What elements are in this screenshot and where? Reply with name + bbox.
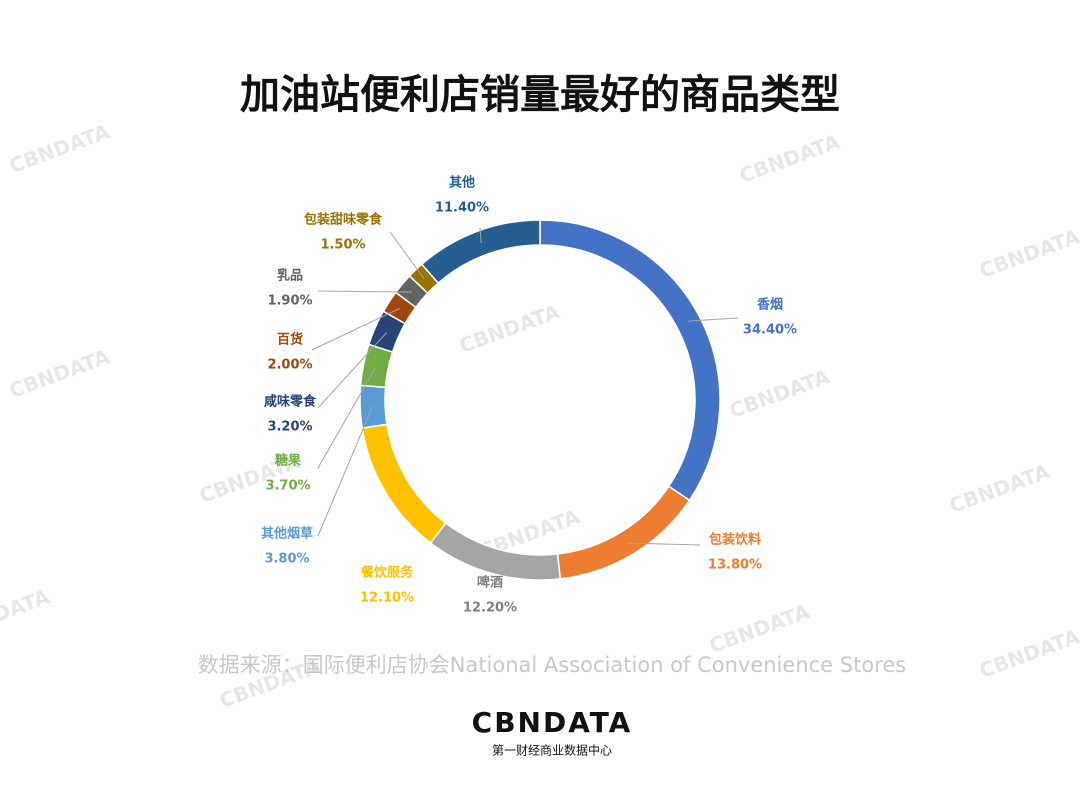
data-label: 3.80%	[264, 552, 309, 567]
leader-line	[317, 332, 388, 409]
data-label: 3.70%	[265, 479, 310, 494]
leader-line	[317, 406, 374, 537]
leader-line	[317, 366, 377, 469]
legend-label: 咸味零食	[264, 394, 317, 410]
logo-subtitle: 第一财经商业数据中心	[492, 743, 612, 758]
legend-label: 其他	[449, 175, 475, 191]
legend-label: 餐饮服务	[360, 565, 414, 581]
leader-line	[317, 290, 412, 293]
data-label: 2.00%	[267, 358, 312, 373]
data-label: 13.80%	[708, 558, 762, 573]
source: 数据来源：国际便利店协会National Association of Conv…	[198, 653, 906, 677]
data-label: 34.40%	[743, 323, 797, 338]
slice	[359, 384, 388, 430]
leader-line	[389, 231, 425, 280]
legend-label: 包装甜味零食	[304, 212, 383, 228]
slice	[420, 219, 541, 285]
leader-line	[687, 317, 739, 322]
chart-title: 加油站便利店销量最好的商品类型	[240, 72, 840, 118]
legend-label: 其他烟草	[261, 526, 313, 542]
data-label: 1.90%	[267, 294, 312, 309]
legend-label: 糖果	[275, 453, 301, 469]
data-label: 3.20%	[267, 420, 312, 435]
legend-label: 包装饮料	[709, 532, 761, 548]
data-label: 1.50%	[320, 238, 365, 253]
legend-label: 乳品	[277, 268, 303, 284]
legend-label: 百货	[277, 332, 303, 348]
data-label: 12.20%	[463, 601, 517, 616]
leader-line	[627, 542, 701, 546]
data-label: 11.40%	[435, 201, 489, 216]
leader-line	[311, 308, 400, 351]
leader-line	[479, 227, 482, 244]
logo: CBNDATA	[472, 706, 633, 739]
legend-label: 香烟	[756, 297, 783, 313]
data-label: 12.10%	[360, 591, 414, 606]
legend-label: 啤酒	[477, 575, 503, 591]
